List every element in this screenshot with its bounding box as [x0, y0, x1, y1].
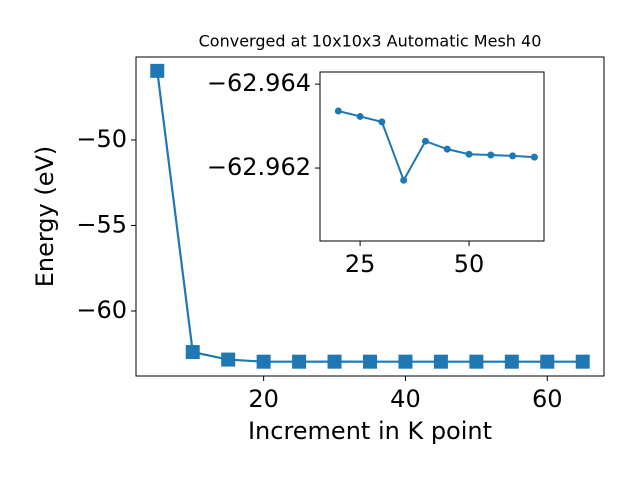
- marker: [185, 345, 200, 360]
- y-tick-label: −55: [76, 210, 127, 238]
- marker: [575, 354, 590, 369]
- marker: [334, 107, 342, 115]
- x-tick-label: 20: [248, 385, 279, 413]
- x-tick-label: 25: [345, 250, 376, 278]
- marker: [433, 354, 448, 369]
- y-axis-label: Energy (eV): [31, 146, 59, 288]
- marker: [530, 153, 538, 161]
- x-tick-label: 60: [532, 385, 563, 413]
- marker: [469, 354, 484, 369]
- y-tick-label: −62.964: [207, 69, 311, 97]
- chart-title: Converged at 10x10x3 Automatic Mesh 40: [199, 32, 542, 51]
- marker: [292, 354, 307, 369]
- x-tick-label: 50: [454, 250, 485, 278]
- marker: [256, 354, 271, 369]
- y-tick-label: −50: [76, 125, 127, 153]
- marker: [150, 63, 165, 78]
- marker: [509, 152, 517, 160]
- x-axis-label: Increment in K point: [248, 417, 492, 445]
- marker: [327, 354, 342, 369]
- marker: [400, 176, 408, 184]
- marker: [356, 112, 364, 120]
- marker: [487, 151, 495, 159]
- marker: [363, 354, 377, 369]
- marker: [540, 354, 555, 369]
- marker: [443, 145, 451, 153]
- x-tick-label: 40: [390, 385, 421, 413]
- marker: [421, 137, 429, 145]
- marker: [465, 150, 473, 158]
- marker: [221, 352, 236, 367]
- y-tick-label: −62.962: [207, 153, 311, 181]
- y-tick-label: −60: [76, 296, 127, 324]
- marker: [378, 118, 386, 126]
- marker: [504, 354, 519, 369]
- marker: [398, 354, 413, 369]
- data-line: [338, 110, 535, 183]
